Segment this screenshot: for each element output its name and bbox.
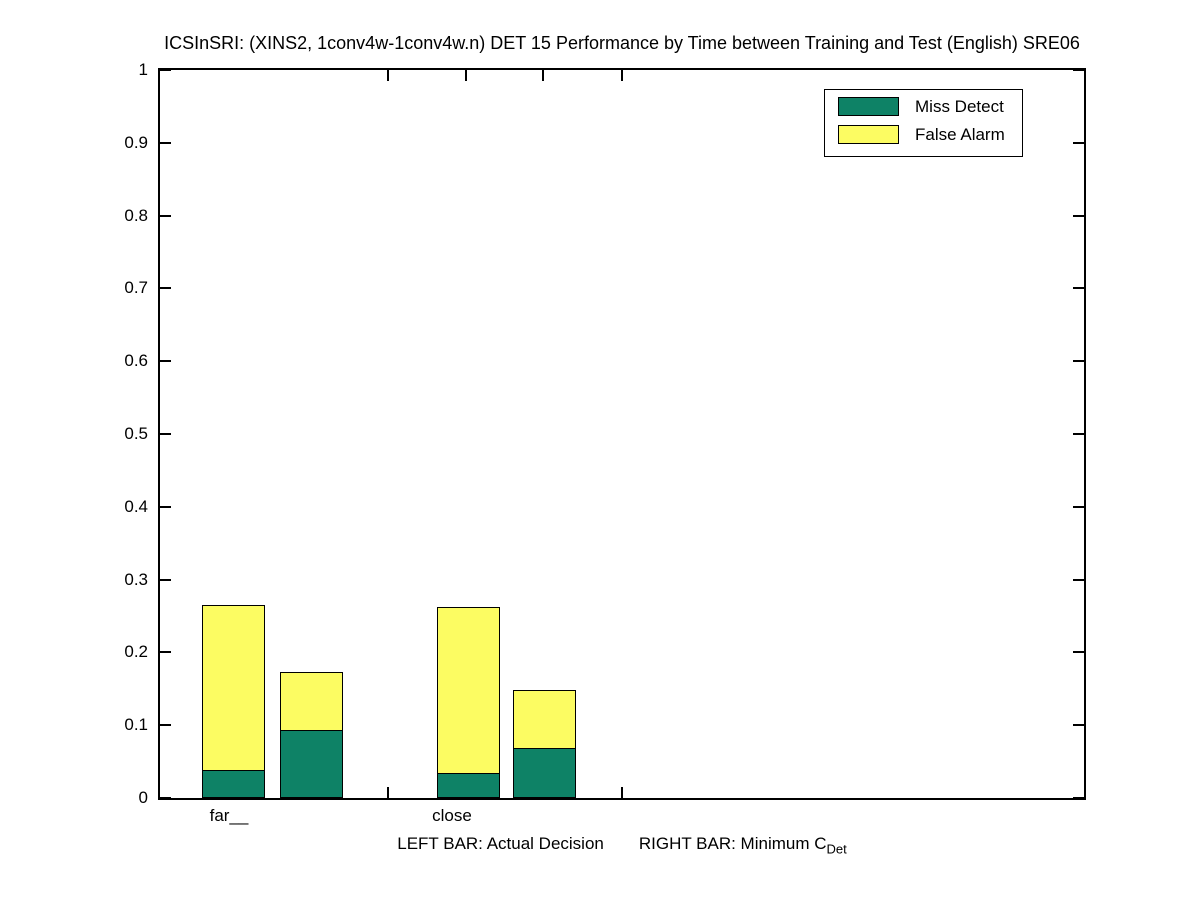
y-tick-right: [1073, 651, 1084, 653]
y-tick-right: [1073, 69, 1084, 71]
y-tick-label: 0: [138, 788, 148, 807]
y-tick-left: [160, 651, 171, 653]
y-tick-label: 0.4: [124, 497, 148, 516]
y-tick-left: [160, 142, 171, 144]
x-tick-bottom: [621, 787, 623, 798]
x-tick-top: [542, 70, 544, 81]
y-tick-right: [1073, 433, 1084, 435]
y-tick-right: [1073, 797, 1084, 799]
y-tick-label: 0.9: [124, 133, 148, 152]
x-axis-label: LEFT BAR: Actual Decision RIGHT BAR: Mini…: [158, 834, 1086, 856]
y-tick-right: [1073, 506, 1084, 508]
bar-segment-miss-detect: [437, 773, 500, 798]
y-tick-left: [160, 579, 171, 581]
legend-swatch-false-alarm: [838, 125, 899, 144]
y-tick-left: [160, 506, 171, 508]
y-tick-label: 0.3: [124, 570, 148, 589]
legend-item-miss-detect: Miss Detect: [838, 97, 1018, 116]
y-tick-right: [1073, 142, 1084, 144]
y-tick-right: [1073, 360, 1084, 362]
xlabel-subscript: Det: [826, 841, 847, 857]
bar-segment-miss-detect: [280, 730, 343, 798]
legend-item-false-alarm: False Alarm: [838, 125, 1018, 144]
bar-segment-miss-detect: [202, 770, 265, 798]
y-tick-label: 0.5: [124, 424, 148, 443]
bar-segment-false-alarm: [280, 672, 343, 731]
x-tick-bottom: [387, 787, 389, 798]
legend-label-miss-detect: Miss Detect: [915, 97, 1004, 116]
y-tick-label: 0.8: [124, 206, 148, 225]
y-tick-label: 0.1: [124, 715, 148, 734]
y-tick-left: [160, 724, 171, 726]
chart-title: ICSInSRI: (XINS2, 1conv4w-1conv4w.n) DET…: [164, 33, 1080, 53]
x-category-label: close: [432, 806, 472, 825]
plot-area: 1 0.9 0.8 0.7 0.6 0.5 0.4 0.3 0.2 0.1 0 far__ close: [124, 60, 1086, 825]
x-tick-top: [621, 70, 623, 81]
y-tick-left: [160, 797, 171, 799]
y-tick-right: [1073, 724, 1084, 726]
bar-segment-false-alarm: [202, 605, 265, 771]
y-tick-left: [160, 360, 171, 362]
legend: Miss Detect False Alarm: [824, 89, 1023, 157]
xlabel-left-bar-text: LEFT BAR: Actual Decision: [397, 834, 604, 853]
y-tick-label: 0.7: [124, 278, 148, 297]
legend-swatch-miss-detect: [838, 97, 899, 116]
y-tick-left: [160, 69, 171, 71]
y-tick-right: [1073, 287, 1084, 289]
legend-label-false-alarm: False Alarm: [915, 125, 1005, 144]
y-tick-label: 1: [138, 60, 148, 79]
x-tick-top: [465, 70, 467, 81]
x-category-label: far__: [209, 806, 249, 825]
bar-segment-miss-detect: [513, 748, 576, 798]
y-tick-right: [1073, 579, 1084, 581]
y-tick-left: [160, 215, 171, 217]
y-tick-label: 0.2: [124, 642, 148, 661]
y-tick-right: [1073, 215, 1084, 217]
bar-segment-false-alarm: [437, 607, 500, 774]
y-tick-label: 0.6: [124, 351, 148, 370]
x-tick-top: [387, 70, 389, 81]
y-tick-left: [160, 287, 171, 289]
xlabel-right-bar-text: RIGHT BAR: Minimum C: [638, 834, 827, 853]
bar-segment-false-alarm: [513, 690, 576, 749]
y-tick-left: [160, 433, 171, 435]
